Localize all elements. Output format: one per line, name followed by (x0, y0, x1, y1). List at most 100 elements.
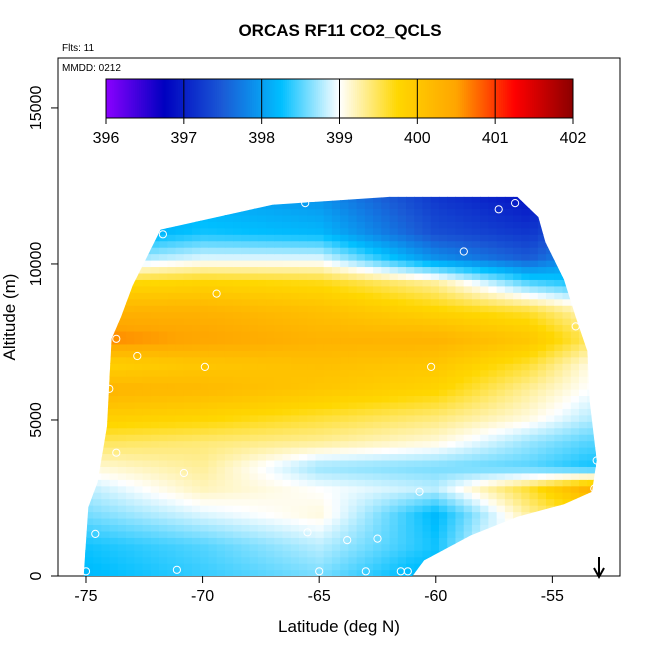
heatmap-cell (208, 517, 218, 526)
heatmap-cell (167, 388, 177, 397)
colorbar-segment (337, 79, 340, 118)
colorbar-segment (502, 79, 506, 118)
colorbar-segment (518, 79, 521, 118)
heatmap-cell (488, 201, 498, 210)
heatmap-cell (298, 324, 308, 332)
heatmap-cell (183, 369, 193, 377)
heatmap-cell (109, 447, 119, 455)
heatmap-cell (183, 421, 193, 429)
heatmap-cell (200, 330, 210, 338)
heatmap-cell (447, 208, 457, 216)
heatmap-cell (323, 227, 333, 235)
heatmap-cell (447, 234, 457, 242)
heatmap-cell (381, 247, 391, 255)
heatmap-cell (150, 350, 160, 358)
heatmap-cell (290, 408, 300, 416)
heatmap-cell (414, 395, 424, 403)
heatmap-cell (126, 408, 135, 416)
heatmap-cell (348, 318, 358, 326)
heatmap-cell (406, 292, 415, 300)
heatmap-cell (438, 401, 448, 409)
heatmap-cell (397, 253, 407, 261)
heatmap-cell (381, 376, 391, 384)
heatmap-cell (529, 285, 539, 293)
heatmap-cell (150, 505, 160, 513)
heatmap-cell (323, 492, 333, 500)
heatmap-cell (150, 272, 160, 280)
heatmap-cell (191, 318, 201, 326)
heatmap-cell (504, 201, 514, 210)
heatmap-cell (364, 227, 374, 235)
heatmap-cell (134, 537, 144, 545)
heatmap-cell (274, 447, 284, 455)
heatmap-cell (224, 369, 234, 377)
heatmap-cell (373, 247, 382, 255)
heatmap-cell (224, 466, 234, 474)
heatmap-cell (373, 447, 382, 455)
heatmap-cell (480, 524, 489, 532)
heatmap-cell (233, 260, 242, 268)
heatmap-cell (570, 447, 580, 455)
heatmap-cell (200, 337, 210, 345)
colorbar-segment (469, 79, 473, 118)
heatmap-cell (307, 298, 317, 306)
heatmap-cell (504, 227, 514, 235)
heatmap-cell (175, 369, 185, 377)
heatmap-cell (578, 427, 588, 435)
heatmap-cell (480, 272, 489, 280)
heatmap-cell (208, 337, 218, 345)
heatmap-cell (282, 382, 292, 390)
heatmap-cell (348, 266, 358, 274)
heatmap-cell (150, 298, 160, 306)
heatmap-cell (208, 266, 218, 274)
heatmap-cell (348, 434, 358, 442)
heatmap-cell (537, 369, 547, 377)
heatmap-cell (331, 285, 341, 293)
heatmap-cell (554, 285, 564, 293)
sample-point (361, 567, 370, 576)
heatmap-cell (331, 556, 341, 564)
heatmap-cell (150, 485, 160, 493)
heatmap-cell (562, 285, 572, 293)
heatmap-cell (471, 298, 481, 306)
heatmap-cell (159, 479, 168, 487)
heatmap-cell (488, 376, 498, 384)
colorbar-segment (497, 79, 500, 118)
heatmap-cell (348, 459, 358, 467)
colorbar-segment (532, 79, 535, 118)
heatmap-cell (430, 459, 440, 467)
heatmap-cell (422, 343, 432, 351)
heatmap-cell (307, 414, 317, 422)
heatmap-cell (537, 311, 547, 319)
heatmap-cell (150, 434, 160, 442)
heatmap-cell (422, 466, 432, 474)
heatmap-cell (381, 466, 391, 474)
heatmap-cell (126, 511, 135, 519)
heatmap-cell (191, 492, 201, 500)
heatmap-cell (373, 427, 382, 435)
heatmap-cell (315, 459, 325, 467)
heatmap-cell (471, 376, 481, 384)
heatmap-cell (290, 530, 300, 538)
heatmap-cell (340, 382, 349, 390)
heatmap-cell (480, 285, 489, 293)
colorbar-segment (481, 79, 484, 118)
heatmap-cell (233, 472, 242, 480)
heatmap-cell (562, 343, 572, 351)
heatmap-cell (554, 395, 564, 403)
heatmap-cell (233, 324, 242, 332)
colorbar-segment (392, 79, 395, 118)
heatmap-cell (389, 453, 399, 461)
heatmap-cell (455, 408, 465, 416)
heatmap-cell (183, 395, 193, 403)
heatmap-cell (504, 330, 514, 338)
heatmap-cell (159, 414, 168, 422)
colorbar-segment (407, 79, 411, 118)
heatmap-cell (356, 492, 366, 500)
heatmap-cell (397, 505, 407, 513)
heatmap-cell (183, 434, 193, 442)
heatmap-cell (307, 511, 317, 519)
colorbar-segment (508, 79, 512, 118)
heatmap-cell (134, 337, 144, 345)
heatmap-cell (315, 201, 325, 210)
